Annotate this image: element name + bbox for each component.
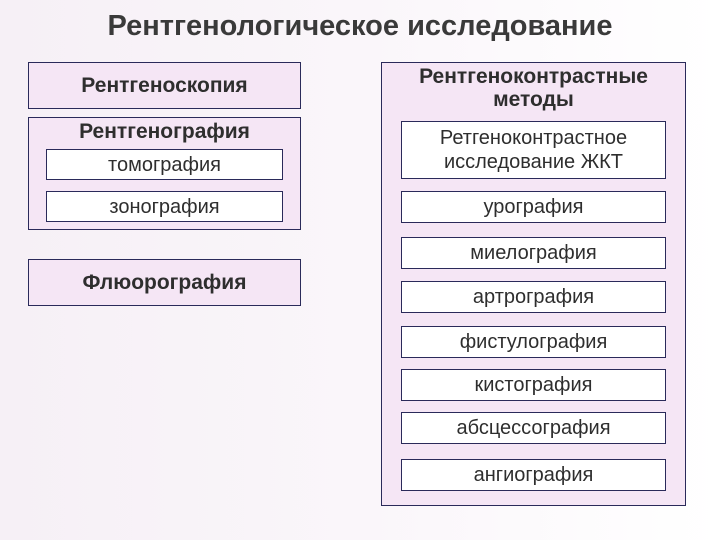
label-zonografia: зонография <box>109 195 219 219</box>
box-fluorografia: Флюорография <box>28 259 301 306</box>
label-fluorografia: Флюорография <box>83 271 247 295</box>
box-artrografia: артрография <box>401 281 666 313</box>
label-kistografia: кистография <box>475 373 593 397</box>
label-tomografia: томография <box>108 153 221 177</box>
box-zkt: Ретгеноконтрастное исследование ЖКТ <box>401 121 666 179</box>
label-rentgenografia: Рентгенография <box>29 120 300 144</box>
label-abscessografia: абсцессография <box>456 416 610 440</box>
box-abscessografia: абсцессография <box>401 412 666 444</box>
label-rentgenoskopia: Рентгеноскопия <box>81 74 247 98</box>
label-zkt: Ретгеноконтрастное исследование ЖКТ <box>406 126 661 174</box>
label-artrografia: артрография <box>473 285 594 309</box>
label-contrast-header: Рентгеноконтрастные методы <box>382 65 685 111</box>
box-mielografia: миелография <box>401 237 666 269</box>
box-tomografia: томография <box>46 149 283 180</box>
box-rentgenoskopia: Рентгеноскопия <box>28 62 301 109</box>
box-angiografia: ангиография <box>401 459 666 491</box>
box-kistografia: кистография <box>401 369 666 401</box>
box-zonografia: зонография <box>46 191 283 222</box>
label-mielografia: миелография <box>470 241 596 265</box>
label-angiografia: ангиография <box>474 463 594 487</box>
box-urografia: урография <box>401 191 666 223</box>
page-title: Рентгенологическое исследование <box>0 10 720 43</box>
label-urografia: урография <box>483 195 583 219</box>
label-fistulografia: фистулография <box>460 330 608 354</box>
box-fistulografia: фистулография <box>401 326 666 358</box>
